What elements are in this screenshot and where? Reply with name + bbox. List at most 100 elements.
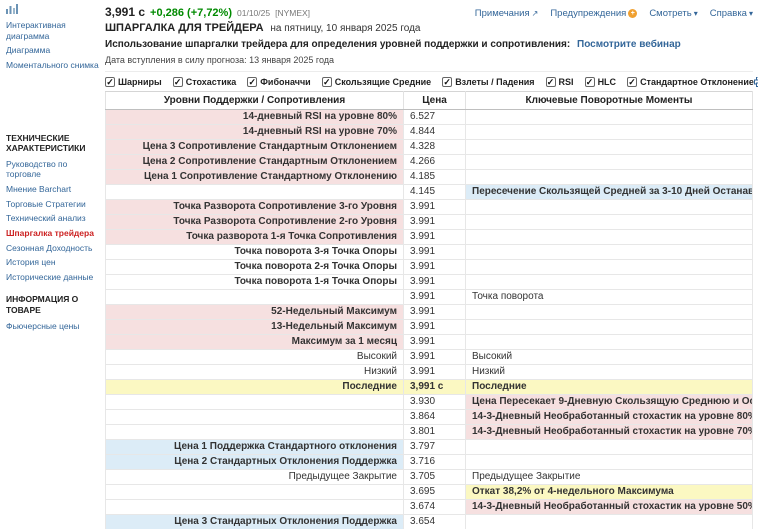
level-cell: Точка Разворота Сопротивление 2-го Уровн… (105, 214, 404, 230)
price-cell: 3.695 (403, 484, 466, 500)
table-row: 13-Недельный Максимум 3.991 (105, 319, 753, 335)
key-point-cell (465, 259, 753, 275)
level-cell: Низкий (105, 364, 404, 380)
key-point-cell: Последние (465, 379, 753, 395)
column-header-levels: Уровни Поддержки / Сопротивления (105, 91, 404, 110)
price-cell: 3.705 (403, 469, 466, 485)
main-content: 3,991 с +0,286 (+7,72%) 01/10/25 [NYMEX]… (101, 0, 758, 529)
checkbox-checked-icon: ✓ (545, 76, 556, 87)
chevron-down-icon: ▾ (748, 9, 753, 18)
header-link-alerts[interactable]: Предупреждения + (550, 8, 638, 19)
filter-checkbox-label: RSI (558, 76, 574, 87)
price-cell: 3.991 (403, 304, 466, 320)
level-cell: Точка поворота 2-я Точка Опоры (105, 259, 404, 275)
price-cell: 4.328 (403, 139, 466, 155)
webinar-link[interactable]: Посмотрите вебинар (577, 39, 681, 50)
level-cell (105, 289, 404, 305)
header-link-help[interactable]: Справка ▾ (710, 8, 753, 19)
filter-checkbox[interactable]: ✓ Фибоначчи (247, 76, 311, 87)
key-point-cell: Высокий (465, 349, 753, 365)
usage-text: Использование шпаргалки трейдера для опр… (105, 39, 571, 50)
page-subtitle: на пятницу, 10 января 2025 года (270, 23, 421, 34)
key-point-cell: Откат 38,2% от 4-недельного Максимума (465, 484, 753, 500)
quote-exchange: [NYMEX] (275, 8, 311, 18)
checkbox-checked-icon: ✓ (627, 76, 638, 87)
print-button[interactable]: Печать (753, 76, 758, 87)
table-row: Высокий 3.991 Высокий (105, 349, 753, 365)
price-cell: 3.991 (403, 259, 466, 275)
price-cell: 3.864 (403, 409, 466, 425)
price-cell: 3.991 (403, 319, 466, 335)
sidebar-item[interactable]: Шпаргалка трейдера (6, 227, 94, 238)
quote-datetime: 01/10/25 (237, 8, 271, 18)
key-point-cell (465, 334, 753, 350)
price-cell: 3.716 (403, 454, 466, 470)
filter-checkbox-label: Скользящие Средние (334, 76, 432, 87)
level-cell: Цена 3 Сопротивление Стандартным Отклоне… (105, 139, 404, 155)
printer-icon (753, 76, 758, 87)
filter-checkbox[interactable]: ✓ HLC (584, 76, 616, 87)
level-cell: Последние (105, 379, 404, 395)
key-point-cell (465, 139, 753, 155)
table-row: Цена 2 Сопротивление Стандартным Отклоне… (105, 154, 753, 170)
price-cell: 3.991 (403, 289, 466, 305)
sidebar-item[interactable]: Моментального снимка (6, 59, 99, 70)
sidebar-item[interactable]: Сезонная Доходность (6, 242, 93, 253)
filter-checkboxes: ✓ Шарниры ✓ Стохастика ✓ Фибоначчи ✓ Скользящие… (105, 76, 754, 87)
filter-checkbox-label: Стандартное Отклонение (640, 76, 754, 87)
sidebar-item[interactable]: Руководство по торговле (6, 158, 68, 180)
price-cell: 4.266 (403, 154, 466, 170)
table-row: Максимум за 1 месяц 3.991 (105, 334, 753, 350)
sidebar-item[interactable]: История цен (6, 257, 56, 268)
price-cell: 3.991 (403, 334, 466, 350)
table-row: Цена 3 Сопротивление Стандартным Отклоне… (105, 139, 753, 155)
sidebar-section-header: ИНФОРМАЦИЯ О ТОВАРЕ (6, 294, 79, 315)
table-tools: Печать Скачать (753, 76, 758, 87)
price-cell: 3.991 (403, 364, 466, 380)
filter-checkbox[interactable]: ✓ Шарниры (105, 76, 162, 87)
level-cell: Точка Разворота Сопротивление 3-го Уровн… (105, 199, 404, 215)
sidebar: Интерактивная диаграмма Диаграмма Моментал… (0, 0, 101, 529)
table-row: Предыдущее Закрытие 3.705 Предыдущее Закры… (105, 469, 753, 485)
sidebar-item[interactable]: Фьючерсные цены (6, 320, 80, 331)
header-link-label: Смотреть (649, 8, 692, 19)
level-cell (105, 184, 404, 200)
sidebar-item[interactable]: Интерактивная диаграмма (6, 20, 66, 41)
filter-checkbox[interactable]: ✓ Стандартное Отклонение (627, 76, 754, 87)
cheatsheet-table-body: 14-дневный RSI на уровне 80% 6.527 14-днев… (105, 109, 753, 529)
key-point-cell: Пересечение Скользящей Средней за 3-10 Д… (465, 184, 753, 200)
key-point-cell (465, 319, 753, 335)
filter-checkbox[interactable]: ✓ Взлеты / Падения (442, 76, 535, 87)
key-point-cell (465, 229, 753, 245)
key-point-cell (465, 154, 753, 170)
table-row: Последние 3,991 с Последние (105, 379, 753, 395)
sidebar-item[interactable]: Торговые Стратегии (6, 198, 86, 209)
filter-checkbox[interactable]: ✓ Скользящие Средние (321, 76, 432, 87)
price-cell: 3.674 (403, 499, 466, 515)
filter-checkbox[interactable]: ✓ Стохастика (172, 76, 236, 87)
price-cell: 4.185 (403, 169, 466, 185)
price-cell: 3,991 с (403, 379, 466, 395)
level-cell: 14-дневный RSI на уровне 80% (105, 109, 404, 125)
header-link-notes[interactable]: Примечания ↗ (475, 8, 539, 19)
sidebar-item[interactable]: Технический анализ (6, 213, 86, 224)
filter-checkbox[interactable]: ✓ RSI (545, 76, 574, 87)
chevron-down-icon: ▾ (693, 9, 698, 18)
filter-checkbox-label: Взлеты / Падения (455, 76, 535, 87)
sidebar-item[interactable]: Мнение Barchart (6, 184, 72, 194)
filter-toolbar: ✓ Шарниры ✓ Стохастика ✓ Фибоначчи ✓ Скользящие… (105, 71, 758, 91)
table-header-row: Уровни Поддержки / Сопротивления Цена Кл… (105, 91, 753, 110)
external-link-icon: ↗ (531, 9, 539, 18)
level-cell: Точка поворота 1-я Точка Опоры (105, 274, 404, 290)
sidebar-item[interactable]: Исторические данные (6, 271, 94, 282)
price-cell: 3.991 (403, 229, 466, 245)
sidebar-item[interactable]: Диаграмма (6, 45, 51, 56)
column-header-key-points: Ключевые Поворотные Моменты (465, 91, 753, 110)
symbol-price: 3,991 с (105, 5, 146, 19)
table-row: 3.674 14-3-Дневный Необработанный стохаст… (105, 499, 753, 515)
key-point-cell (465, 304, 753, 320)
price-cell: 3.801 (403, 424, 466, 440)
header-link-watch[interactable]: Смотреть ▾ (649, 8, 697, 19)
level-cell: Цена 2 Сопротивление Стандартным Отклоне… (105, 154, 404, 170)
table-row: Цена 1 Поддержка Стандартного отклонения… (105, 439, 753, 455)
